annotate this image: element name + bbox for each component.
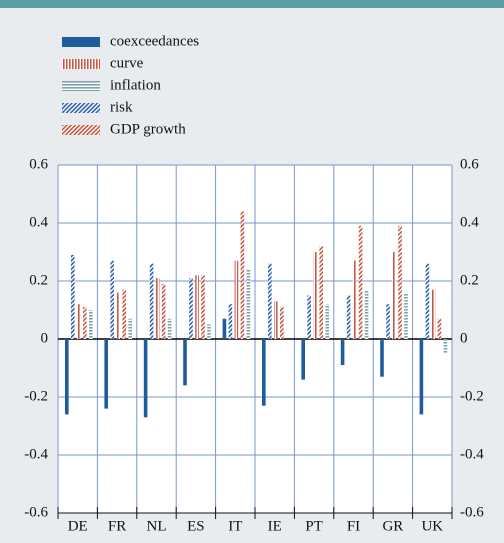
legend-swatch bbox=[62, 59, 100, 69]
bar bbox=[340, 339, 345, 366]
x-tick-label: FI bbox=[347, 518, 360, 534]
bar bbox=[110, 260, 114, 339]
legend-swatch bbox=[62, 81, 100, 91]
bar bbox=[392, 252, 396, 339]
x-tick-label: DE bbox=[68, 518, 88, 534]
bar bbox=[307, 295, 311, 339]
bar bbox=[161, 283, 166, 339]
bar bbox=[122, 289, 126, 339]
bar bbox=[234, 260, 239, 339]
y2-tick-label: -0.6 bbox=[460, 504, 484, 520]
y-tick-label: 0.2 bbox=[29, 272, 48, 288]
bar bbox=[89, 310, 93, 339]
y-tick-label: -0.2 bbox=[24, 388, 48, 404]
bar bbox=[246, 269, 251, 339]
bar bbox=[207, 324, 211, 339]
bar bbox=[404, 292, 408, 339]
bar bbox=[280, 307, 284, 339]
bar bbox=[167, 318, 172, 339]
bar bbox=[116, 292, 120, 339]
y2-tick-label: -0.4 bbox=[460, 446, 484, 462]
y-tick-label: -0.6 bbox=[24, 504, 48, 520]
x-tick-label: IE bbox=[268, 518, 282, 534]
legend-label: coexceedances bbox=[110, 33, 199, 49]
top-bar bbox=[0, 0, 504, 8]
bar bbox=[77, 304, 81, 339]
bar bbox=[437, 318, 442, 339]
bar bbox=[443, 339, 448, 354]
legend-label: inflation bbox=[110, 77, 161, 93]
legend-swatch bbox=[62, 103, 100, 113]
bar bbox=[319, 246, 323, 339]
bar bbox=[352, 260, 357, 339]
bar bbox=[195, 275, 199, 339]
bar bbox=[149, 263, 154, 339]
bar bbox=[358, 225, 363, 339]
bar bbox=[346, 295, 351, 339]
bar bbox=[143, 339, 148, 418]
legend-label: curve bbox=[110, 55, 144, 71]
y2-tick-label: 0.4 bbox=[460, 214, 479, 230]
y-tick-label: 0.6 bbox=[29, 156, 48, 172]
bar bbox=[386, 304, 390, 339]
y-tick-label: 0.4 bbox=[29, 214, 48, 230]
y-tick-label: -0.4 bbox=[24, 446, 48, 462]
bar bbox=[189, 278, 193, 339]
bar bbox=[71, 254, 75, 339]
bar bbox=[419, 339, 424, 415]
x-tick-label: NL bbox=[147, 518, 167, 534]
bar bbox=[364, 289, 369, 339]
bar bbox=[240, 211, 245, 339]
bar bbox=[201, 275, 205, 339]
y-tick-label: 0 bbox=[41, 330, 49, 346]
bar bbox=[268, 263, 272, 339]
y2-tick-label: 0.6 bbox=[460, 156, 479, 172]
legend-label: GDP growth bbox=[110, 121, 186, 137]
y2-tick-label: -0.2 bbox=[460, 388, 484, 404]
bar bbox=[262, 339, 266, 406]
bar bbox=[325, 304, 329, 339]
bar bbox=[155, 278, 160, 339]
bar bbox=[228, 304, 233, 339]
x-tick-label: PT bbox=[305, 518, 323, 534]
x-tick-label: FR bbox=[108, 518, 126, 534]
bar bbox=[128, 318, 132, 339]
bar bbox=[380, 339, 384, 377]
x-tick-label: IT bbox=[228, 518, 242, 534]
y2-tick-label: 0 bbox=[460, 330, 468, 346]
bar bbox=[313, 252, 317, 339]
bar bbox=[398, 225, 402, 339]
y2-tick-label: 0.2 bbox=[460, 272, 479, 288]
legend-label: risk bbox=[110, 99, 133, 115]
bar bbox=[301, 339, 305, 380]
bar bbox=[183, 339, 187, 386]
bar bbox=[104, 339, 108, 409]
bar bbox=[65, 339, 69, 415]
bar bbox=[431, 289, 436, 339]
legend-swatch bbox=[62, 37, 100, 47]
bar bbox=[274, 301, 278, 339]
legend-swatch bbox=[62, 125, 100, 135]
bar bbox=[222, 318, 227, 339]
bar bbox=[83, 307, 87, 339]
bar bbox=[425, 263, 430, 339]
x-tick-label: UK bbox=[421, 518, 443, 534]
x-tick-label: ES bbox=[187, 518, 205, 534]
x-tick-label: GR bbox=[382, 518, 403, 534]
